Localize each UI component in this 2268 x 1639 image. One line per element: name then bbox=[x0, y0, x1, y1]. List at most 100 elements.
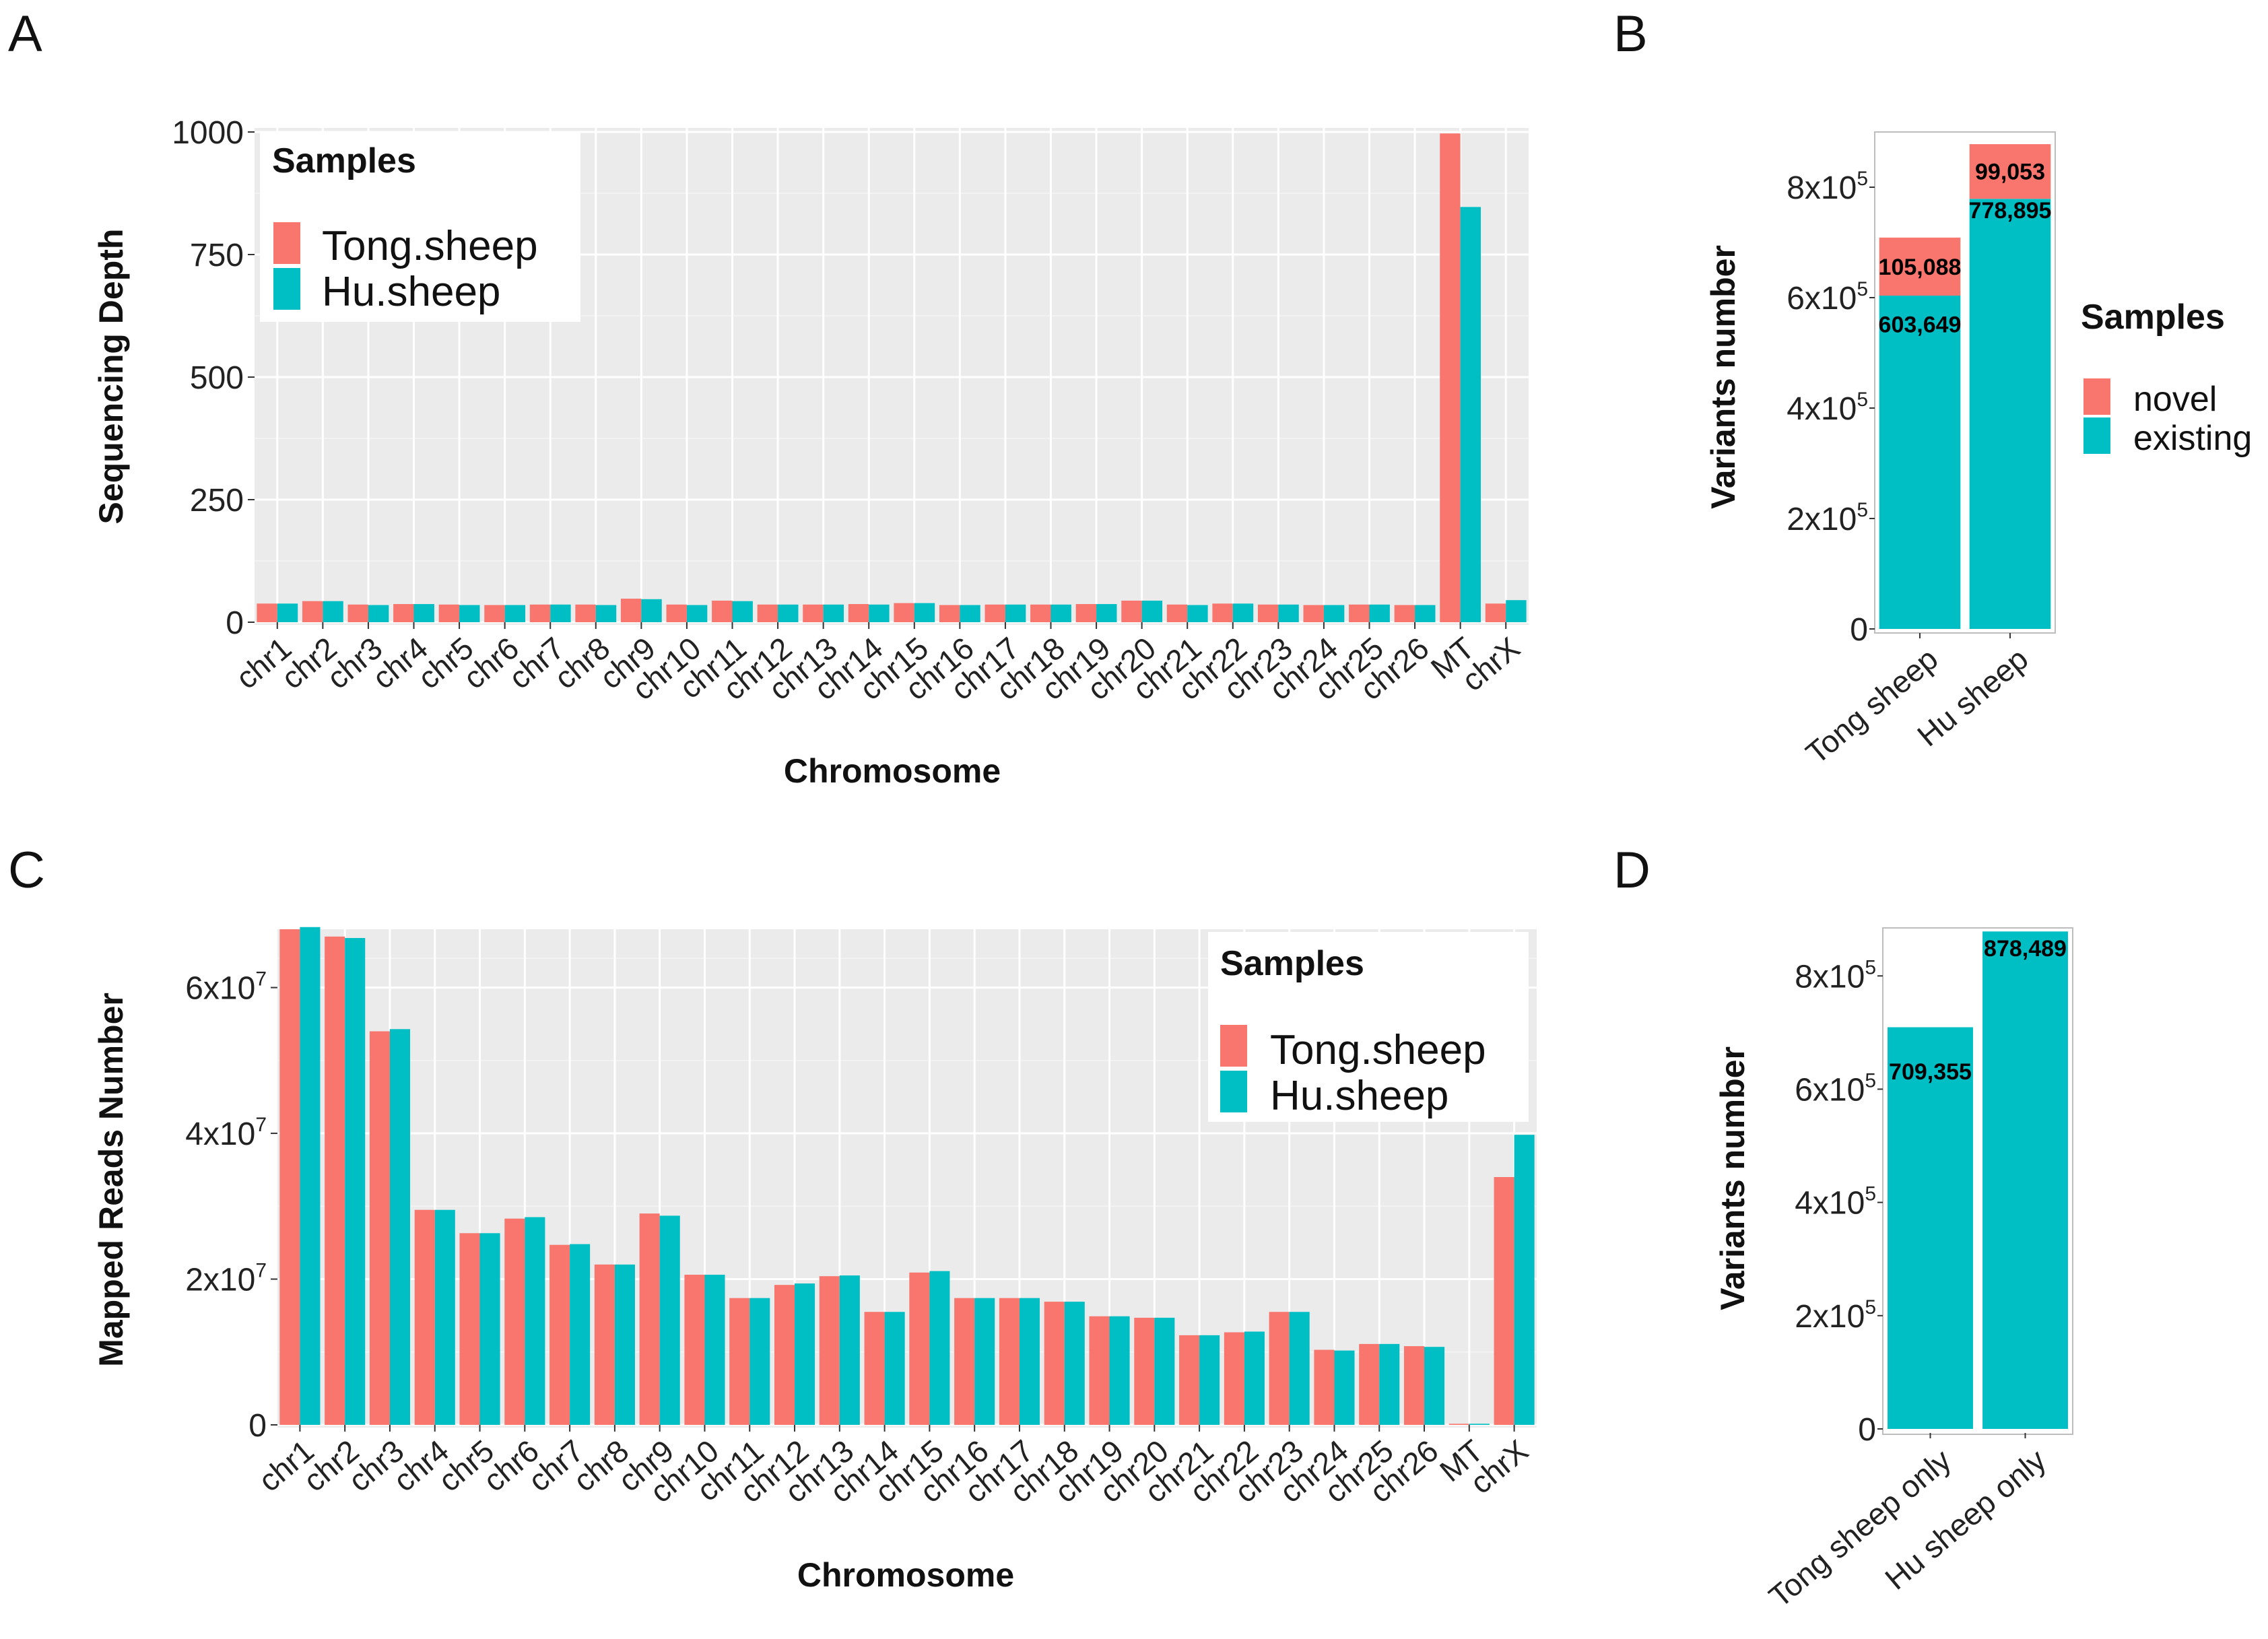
bar-tong-sheep-chr22 bbox=[1224, 1332, 1244, 1425]
data-label-hu-sheep-only: 878,489 bbox=[1984, 936, 2067, 962]
bar-hu-sheep-chr20 bbox=[1154, 1317, 1175, 1425]
y-tick-label: 500 bbox=[190, 360, 244, 396]
panel-a-y-axis-title: Sequencing Depth bbox=[92, 229, 130, 525]
y-tick-label-exponent: 5 bbox=[1857, 278, 1868, 300]
bar-hu-sheep-chr14 bbox=[884, 1312, 905, 1425]
panel-c-legend-box bbox=[1208, 932, 1529, 1122]
bar-hu-sheep-chr17 bbox=[1005, 604, 1026, 622]
panel-b-y-axis-title: Variants number bbox=[1704, 245, 1742, 509]
bar-tong-sheep-chr3 bbox=[347, 604, 368, 622]
x-tick-label-hu-sheep-only: Hu sheep only bbox=[1878, 1442, 2053, 1597]
y-tick-label: 6x107 bbox=[185, 968, 267, 1007]
bar-tong-sheep-chr4 bbox=[414, 1209, 435, 1425]
bar-hu-sheep-chr3 bbox=[368, 605, 389, 622]
y-tick-label: 2x107 bbox=[185, 1260, 267, 1298]
panel-b-legend-swatch-existing bbox=[2083, 417, 2110, 454]
y-tick-label-base: 2x10 bbox=[185, 1263, 255, 1298]
bar-hu-sheep-chr7 bbox=[550, 604, 571, 622]
y-tick-label: 0 bbox=[248, 1408, 267, 1444]
y-tick-label: 0 bbox=[226, 605, 244, 641]
panel-a-legend-label-hu: Hu.sheep bbox=[322, 269, 500, 315]
y-tick-label-base: 4x10 bbox=[1787, 391, 1857, 427]
bar-tong-sheep-chr19 bbox=[1075, 604, 1097, 622]
bar-hu-sheep-chr18 bbox=[1050, 604, 1071, 622]
bar-hu-sheep-chr25 bbox=[1379, 1343, 1400, 1425]
bar-tong-sheep-mt bbox=[1440, 133, 1461, 622]
y-tick-label: 2x105 bbox=[1795, 1296, 1876, 1335]
bar-tong-sheep-chr24 bbox=[1303, 605, 1324, 622]
bar-hu-sheep-chr11 bbox=[749, 1298, 770, 1425]
y-tick-label: 0 bbox=[1858, 1412, 1876, 1448]
bar-hu-sheep-chr18 bbox=[1064, 1302, 1085, 1425]
y-tick-label: 250 bbox=[190, 483, 244, 519]
bar-hu-sheep-mt bbox=[1469, 1424, 1490, 1425]
bar-tong-sheep-chr21 bbox=[1166, 604, 1188, 622]
bar-hu-sheep-chr22 bbox=[1232, 603, 1254, 622]
bar-tong-sheep-chr1 bbox=[257, 603, 277, 622]
panel-c-legend-title: Samples bbox=[1220, 944, 1364, 983]
bar-hu-sheep-chr19 bbox=[1096, 604, 1117, 622]
bar-tong-sheep-chr15 bbox=[909, 1272, 930, 1425]
bar-hu-sheep-chr1 bbox=[277, 603, 298, 622]
bar-existing-tong-sheep bbox=[1879, 296, 1961, 629]
bar-hu-sheep-chr26 bbox=[1424, 1347, 1445, 1425]
bar-tong-sheep-chr8 bbox=[575, 604, 596, 622]
y-tick-label-base: 4x10 bbox=[1795, 1186, 1865, 1222]
bar-tong-sheep-chr12 bbox=[757, 604, 778, 622]
bar-hu-sheep-chr23 bbox=[1289, 1312, 1310, 1425]
bar-hu-sheep-chr4 bbox=[413, 604, 434, 622]
bar-hu-sheep-chr15 bbox=[929, 1271, 950, 1425]
bar-tong-sheep-chr20 bbox=[1121, 600, 1142, 622]
bar-tong-sheep-chr8 bbox=[594, 1264, 615, 1425]
panel-a-legend-box bbox=[260, 132, 580, 322]
bar-tong-sheep-chr6 bbox=[504, 1218, 525, 1425]
bar-hu-sheep-chr21 bbox=[1187, 605, 1208, 622]
bar-hu-sheep-chr5 bbox=[479, 1233, 500, 1425]
panel-c-legend-swatch-hu bbox=[1220, 1071, 1247, 1112]
y-tick-label-exponent: 7 bbox=[255, 1260, 267, 1282]
bar-hu-sheep-chr10 bbox=[704, 1275, 725, 1425]
y-tick-label-exponent: 5 bbox=[1857, 499, 1868, 521]
bar-tong-sheep-chr25 bbox=[1349, 604, 1370, 622]
bar-hu-sheep-chr6 bbox=[504, 605, 526, 622]
panel-d-bars: 709,355 878,489 bbox=[1888, 931, 2068, 1429]
bar-tong-sheep-chr11 bbox=[729, 1298, 750, 1425]
bar-hu-sheep-mt bbox=[1460, 207, 1481, 622]
bar-hu-sheep-chr16 bbox=[974, 1298, 995, 1425]
bar-hu-sheep-chr15 bbox=[914, 603, 935, 622]
bar-tong-sheep-chr2 bbox=[302, 601, 323, 622]
bar-tong-sheep-chr25 bbox=[1359, 1343, 1380, 1425]
y-tick-label-exponent: 7 bbox=[255, 968, 267, 991]
panel-b-letter: B bbox=[1613, 5, 1648, 63]
y-tick-label-base: 6x10 bbox=[1795, 1072, 1865, 1108]
bar-tong-sheep-chr14 bbox=[848, 604, 869, 622]
y-tick-label: 8x105 bbox=[1795, 956, 1876, 995]
y-tick-label: 6x105 bbox=[1787, 278, 1868, 316]
data-label-novel-tong-sheep: 105,088 bbox=[1879, 255, 1962, 280]
bar-tong-sheep-chr26 bbox=[1394, 605, 1415, 622]
y-tick-label-exponent: 5 bbox=[1865, 1296, 1876, 1318]
panel-c-x-axis-title: Chromosome bbox=[797, 1556, 1014, 1594]
bar-hu-sheep-chr24 bbox=[1334, 1350, 1355, 1425]
bar-hu-sheep-chr8 bbox=[614, 1264, 635, 1425]
bar-tong-sheep-chr21 bbox=[1179, 1335, 1200, 1425]
panel-a-bars bbox=[257, 133, 1527, 622]
panel-b-bars: 105,088 603,649 99,053 778,895 bbox=[1879, 144, 2051, 629]
bar-hu-sheep-chr13 bbox=[839, 1275, 860, 1425]
bar-tong-sheep-chrx bbox=[1494, 1177, 1514, 1425]
bar-tong-sheep-chr9 bbox=[639, 1213, 660, 1425]
y-tick-label: 8x105 bbox=[1787, 168, 1868, 206]
panel-a-legend-swatch-hu bbox=[273, 268, 300, 310]
y-tick-label-base: 0 bbox=[248, 1408, 267, 1444]
panel-b-legend-label-novel: novel bbox=[2133, 380, 2217, 419]
bar-tong-sheep-mt bbox=[1448, 1424, 1469, 1425]
bar-tong-sheep-chr7 bbox=[549, 1244, 570, 1425]
y-tick-label: 2x105 bbox=[1787, 499, 1868, 537]
data-label-existing-tong-sheep: 603,649 bbox=[1879, 312, 1962, 337]
y-tick-label-exponent: 5 bbox=[1857, 168, 1868, 190]
panel-a-legend: Samples Tong.sheep Hu.sheep bbox=[260, 132, 580, 322]
